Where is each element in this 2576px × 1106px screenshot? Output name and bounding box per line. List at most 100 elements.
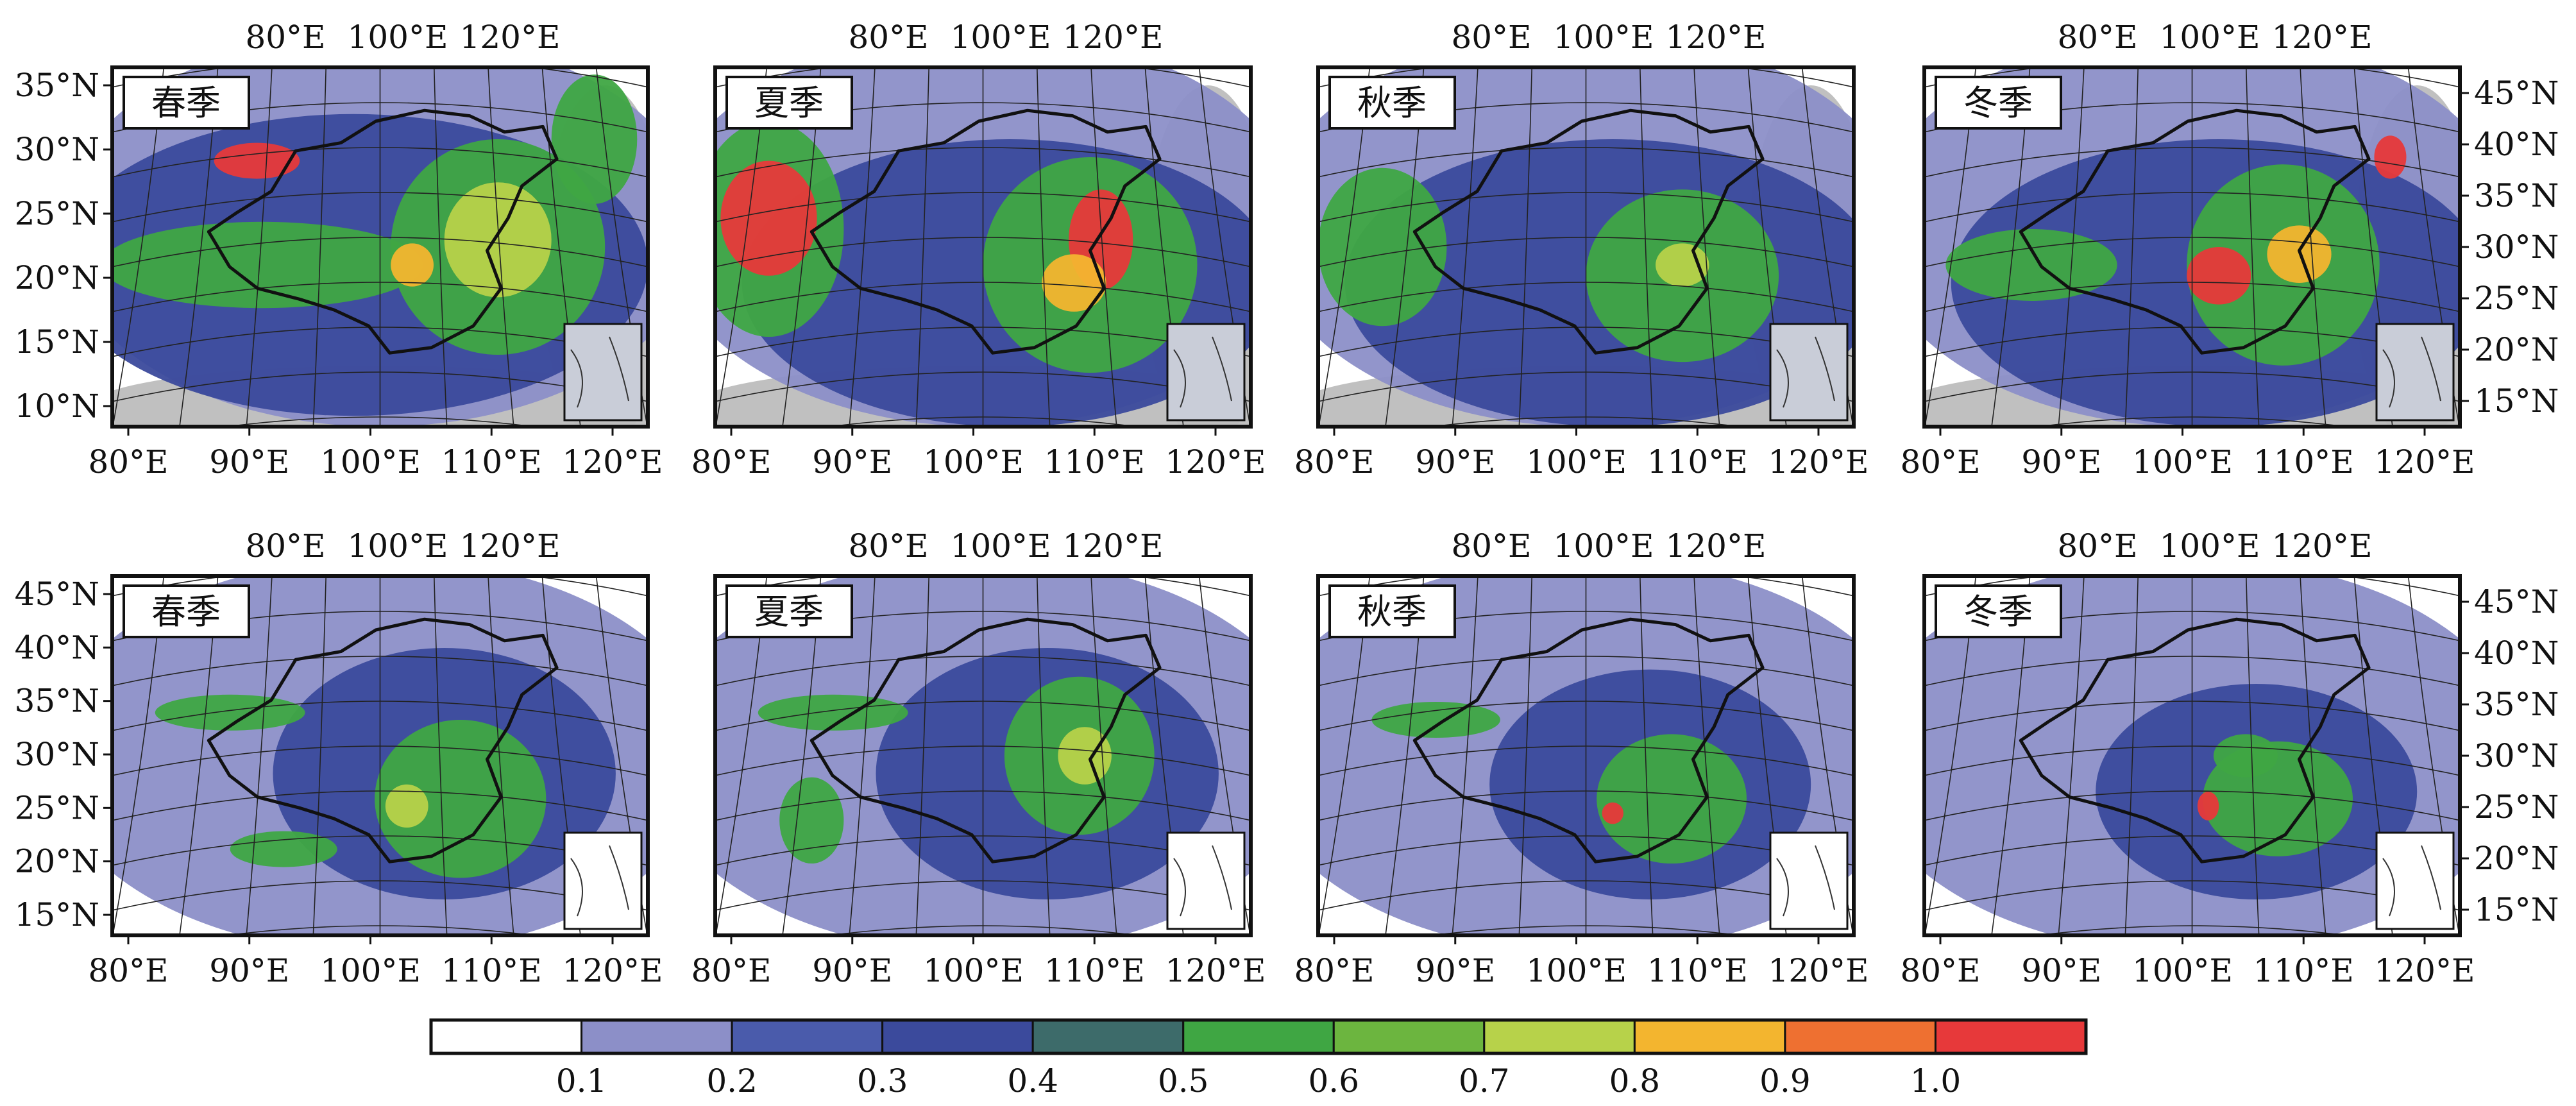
x-tick-label: 80°E	[88, 952, 168, 989]
panel-frame	[713, 574, 1253, 937]
graticule-parallel	[715, 790, 1251, 821]
x-tick-label: 120°E	[1165, 443, 1266, 481]
value-region	[1597, 734, 1747, 864]
country-boundary	[2019, 617, 2371, 864]
x-top-tick-label: 80°E	[848, 19, 928, 56]
value-region	[1656, 243, 1709, 287]
season-label: 冬季	[1963, 83, 2033, 123]
graticule-meridian	[2300, 67, 2326, 427]
colorbar-swatch	[1182, 1019, 1335, 1055]
season-label-box	[123, 584, 250, 638]
graticule-parallel	[2035, 416, 2350, 427]
x-top-tick-label: 120°E	[460, 527, 561, 565]
map-panel: 秋季 80°E 90°E 100°E 110°E 120°E 80°E 100°E 120°E	[1248, 19, 1868, 481]
y-right-tick-label: 40°N	[2474, 126, 2559, 163]
panel-frame	[110, 574, 650, 937]
country-boundary	[809, 617, 1162, 864]
map-field	[715, 557, 1321, 955]
value-region	[1945, 229, 2117, 301]
graticule-parallel	[715, 147, 1251, 178]
graticule-meridian	[0, 557, 5, 955]
country-boundary	[809, 108, 1162, 355]
x-tick-label: 110°E	[1647, 443, 1748, 481]
graticule-meridian	[42, 48, 112, 446]
x-tick-label: 90°E	[812, 952, 892, 989]
colorbar-swatch	[580, 1019, 733, 1055]
y-right-tick-label: 20°N	[2474, 331, 2559, 368]
y-right-tick-label: 15°N	[2474, 891, 2559, 928]
graticule-parallel	[826, 925, 1140, 935]
value-region	[1058, 727, 1112, 785]
graticule-parallel	[1318, 67, 1854, 88]
x-tick-label: 80°E	[1294, 952, 1374, 989]
graticule-meridian	[1854, 48, 1924, 446]
map-field	[1854, 48, 2460, 446]
x-tick-label: 120°E	[563, 952, 663, 989]
x-top-tick-label: 100°E	[951, 19, 1051, 56]
graticule-parallel	[715, 745, 1251, 776]
map-field	[1924, 576, 2460, 935]
graticule-meridian	[1248, 48, 1318, 446]
season-label: 冬季	[1963, 591, 2033, 632]
graticule-parallel	[1924, 656, 2460, 686]
colorbar-tick-label: 1.0	[1910, 1062, 1962, 1100]
south-china-sea-inset	[2375, 831, 2455, 930]
graticule-meridian	[2058, 576, 2085, 935]
graticule-parallel	[1318, 237, 1854, 268]
value-region	[444, 182, 552, 298]
map-panel: 夏季 80°E 90°E 100°E 110°E 120°E 80°E 100°E 120°E	[691, 527, 1321, 989]
graticule-parallel	[112, 790, 648, 821]
panels-layer: 春季 80°E 90°E 100°E 110°E 120°E 80°E 100°E 120°E 3…	[0, 19, 2559, 989]
row-top: 春季 80°E 90°E 100°E 110°E 120°E 80°E 100°E 120°E 3…	[15, 19, 2559, 481]
graticule-meridian	[1090, 67, 1117, 427]
graticule-parallel	[223, 925, 538, 935]
colorbar-tick-label: 0.6	[1309, 1062, 1360, 1100]
season-label-box	[1935, 76, 2062, 130]
x-top-tick-label: 120°E	[2272, 19, 2373, 56]
x-top-tick-label: 80°E	[1451, 19, 1531, 56]
x-tick-label: 120°E	[1768, 952, 1869, 989]
x-tick-label: 90°E	[1415, 952, 1495, 989]
colorbar-swatch	[430, 1019, 583, 1055]
colorbar-swatch	[731, 1019, 884, 1055]
season-label: 春季	[151, 591, 221, 632]
colorbar-swatch	[1483, 1019, 1636, 1055]
x-top-tick-label: 80°E	[848, 527, 928, 565]
x-top-tick-label: 120°E	[1063, 527, 1164, 565]
x-tick-label: 90°E	[812, 443, 892, 481]
value-region	[1371, 702, 1500, 738]
graticule-parallel	[1318, 282, 1854, 312]
y-tick-label: 15°N	[15, 896, 99, 933]
season-label-box	[1935, 584, 2062, 638]
panel-frame	[1316, 65, 1856, 429]
graticule-meridian	[487, 576, 514, 935]
south-china-sea-inset	[1166, 831, 1246, 930]
y-tick-label: 10°N	[15, 387, 99, 425]
graticule-meridian	[1248, 557, 1318, 955]
map-panel: 春季 80°E 90°E 100°E 110°E 120°E 80°E 100°E 120°E 3…	[15, 19, 663, 481]
x-tick-label: 110°E	[1647, 952, 1748, 989]
inset-coastline	[1173, 336, 1232, 408]
graticule-parallel	[1924, 147, 2460, 178]
y-right-tick-label: 45°N	[2474, 74, 2559, 112]
x-tick-label: 110°E	[441, 443, 542, 481]
colorbar-swatch	[1934, 1019, 2087, 1055]
colorbar-swatch	[881, 1019, 1034, 1055]
graticule-parallel	[112, 745, 648, 776]
x-tick-label: 120°E	[2375, 952, 2475, 989]
country-boundary	[2019, 108, 2371, 355]
graticule-meridian	[1251, 557, 1321, 955]
graticule-meridian	[246, 576, 273, 935]
x-tick-label: 90°E	[209, 443, 289, 481]
y-tick-label: 45°N	[15, 575, 99, 613]
graticule-parallel	[112, 192, 648, 223]
x-tick-label: 100°E	[2132, 443, 2233, 481]
x-tick-label: 110°E	[1044, 952, 1145, 989]
graticule-meridian	[246, 67, 273, 427]
x-top-tick-label: 120°E	[460, 19, 561, 56]
x-tick-label: 100°E	[320, 443, 421, 481]
x-tick-label: 100°E	[320, 952, 421, 989]
south-china-sea-inset	[1769, 323, 1849, 421]
colorbar-swatch	[1633, 1019, 1786, 1055]
